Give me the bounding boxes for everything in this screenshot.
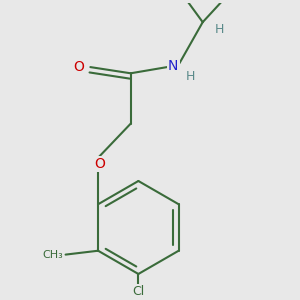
Text: N: N (168, 58, 178, 73)
Text: O: O (94, 157, 105, 171)
Text: H: H (186, 70, 195, 83)
Text: H: H (215, 23, 224, 36)
Text: Cl: Cl (132, 284, 145, 298)
Text: CH₃: CH₃ (43, 250, 64, 260)
Text: O: O (73, 60, 84, 74)
